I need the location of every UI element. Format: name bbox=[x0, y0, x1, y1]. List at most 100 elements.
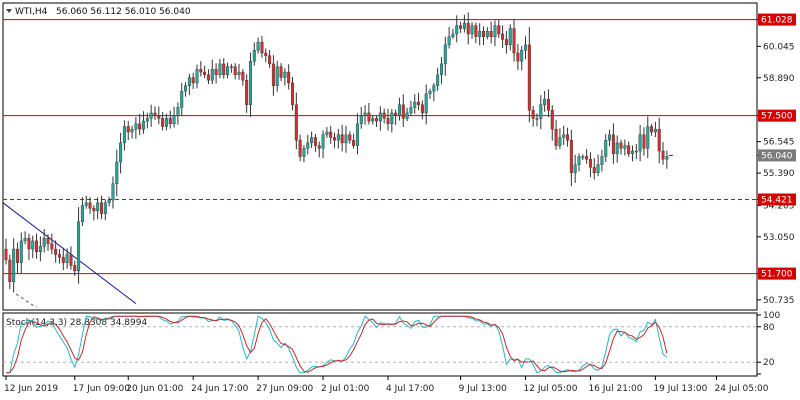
candle-body bbox=[611, 134, 615, 154]
candle-body bbox=[634, 150, 638, 153]
candle-body bbox=[585, 156, 589, 160]
candle-body bbox=[157, 115, 161, 119]
candle-body bbox=[520, 50, 524, 62]
candle-body bbox=[103, 202, 107, 214]
candle-body bbox=[298, 139, 302, 157]
level-label: 54.421 bbox=[761, 195, 793, 205]
candle-body bbox=[539, 104, 543, 119]
candle-body bbox=[527, 44, 531, 111]
candle-body bbox=[439, 63, 443, 76]
candle-body bbox=[42, 237, 46, 247]
stoch-tick-label: 100 bbox=[763, 311, 780, 321]
candle-body bbox=[447, 36, 451, 46]
candle-body bbox=[27, 237, 31, 250]
candle-body bbox=[642, 134, 646, 149]
time-tick-label: 27 Jun 09:00 bbox=[256, 384, 313, 394]
price-axis: 60.045 58.890 56.545 55.390 54.205 53.050 50.7… bbox=[757, 13, 796, 306]
candle-body bbox=[168, 118, 172, 125]
candle-body bbox=[245, 80, 249, 105]
candle-body bbox=[451, 33, 455, 37]
candle-body bbox=[543, 99, 547, 105]
trendline-layer bbox=[2, 202, 137, 309]
candle-body bbox=[405, 112, 409, 119]
candle-body bbox=[153, 112, 157, 116]
candle-body bbox=[46, 237, 50, 244]
candle-body bbox=[394, 112, 398, 116]
candle-body bbox=[443, 44, 447, 65]
candle-body bbox=[459, 25, 463, 29]
candle-body bbox=[111, 183, 115, 201]
candle-body bbox=[161, 118, 165, 127]
level-label: 57.500 bbox=[761, 112, 793, 122]
candle-body bbox=[180, 90, 184, 108]
candle-body bbox=[241, 71, 245, 81]
candle-body bbox=[172, 115, 176, 125]
price-tick-label: 55.390 bbox=[763, 169, 795, 179]
candle-body bbox=[287, 71, 291, 84]
candle-body bbox=[184, 85, 188, 92]
price-tick-label: 53.050 bbox=[763, 233, 795, 243]
time-tick-label: 4 Jul 17:00 bbox=[386, 384, 435, 394]
candle-body bbox=[401, 104, 405, 119]
candle-body bbox=[65, 254, 69, 263]
candle-body bbox=[237, 71, 241, 76]
candle-body bbox=[355, 123, 359, 146]
triangle-down-icon[interactable] bbox=[6, 9, 12, 13]
candle-body bbox=[569, 139, 573, 174]
candle-body bbox=[619, 142, 623, 149]
candle-body bbox=[77, 221, 81, 272]
time-tick-label: 12 Jun 2019 bbox=[4, 384, 58, 394]
candle-body bbox=[176, 107, 180, 116]
candle-body bbox=[31, 240, 35, 250]
candle-body bbox=[615, 142, 619, 154]
candle-body bbox=[115, 161, 119, 184]
candle-body bbox=[222, 63, 226, 76]
candle-body bbox=[206, 74, 210, 81]
candle-body bbox=[375, 118, 379, 122]
candle-body bbox=[657, 129, 661, 152]
candle-body bbox=[57, 254, 61, 258]
time-tick-label: 16 Jul 21:00 bbox=[588, 384, 642, 394]
candle-body bbox=[260, 41, 264, 54]
candle-body bbox=[432, 85, 436, 92]
candle-body bbox=[508, 28, 512, 46]
price-tick-label: 58.890 bbox=[763, 74, 795, 84]
time-tick-label: 19 Jul 13:00 bbox=[653, 384, 707, 394]
candle-body bbox=[191, 77, 195, 84]
candle-body bbox=[321, 134, 325, 149]
candle-body bbox=[344, 134, 348, 144]
candle-body bbox=[268, 55, 272, 65]
level-badge bbox=[758, 13, 796, 26]
candle-body bbox=[428, 90, 432, 95]
candle-body bbox=[126, 126, 130, 133]
candle-body bbox=[15, 248, 19, 263]
time-tick-label: 24 Jul 05:00 bbox=[715, 384, 769, 394]
candle-body bbox=[329, 131, 333, 138]
level-badge bbox=[758, 109, 796, 122]
ohlc-values: 56.060 56.112 56.010 56.040 bbox=[56, 7, 191, 17]
candle-body bbox=[497, 25, 501, 35]
candle-body bbox=[96, 202, 100, 212]
candle-body bbox=[256, 41, 260, 51]
candle-body bbox=[248, 60, 252, 105]
level-label: 61.028 bbox=[761, 16, 793, 26]
candle-body bbox=[665, 156, 669, 160]
candle-body bbox=[436, 74, 440, 86]
candle-body bbox=[493, 25, 497, 37]
candle-body bbox=[627, 145, 631, 154]
candle-body bbox=[562, 134, 566, 138]
candle-body bbox=[653, 129, 657, 133]
candle-body bbox=[226, 66, 230, 76]
candle-body bbox=[134, 123, 138, 130]
candle-body bbox=[130, 129, 134, 133]
candle-body bbox=[382, 112, 386, 119]
stoch-signal-line bbox=[6, 315, 668, 374]
candle-body bbox=[4, 248, 8, 261]
candle-body bbox=[149, 112, 153, 119]
current-price-badge bbox=[758, 149, 796, 162]
candle-body bbox=[482, 31, 486, 37]
candle-body bbox=[359, 115, 363, 125]
candle-body bbox=[623, 145, 627, 149]
candle-body bbox=[214, 69, 218, 76]
